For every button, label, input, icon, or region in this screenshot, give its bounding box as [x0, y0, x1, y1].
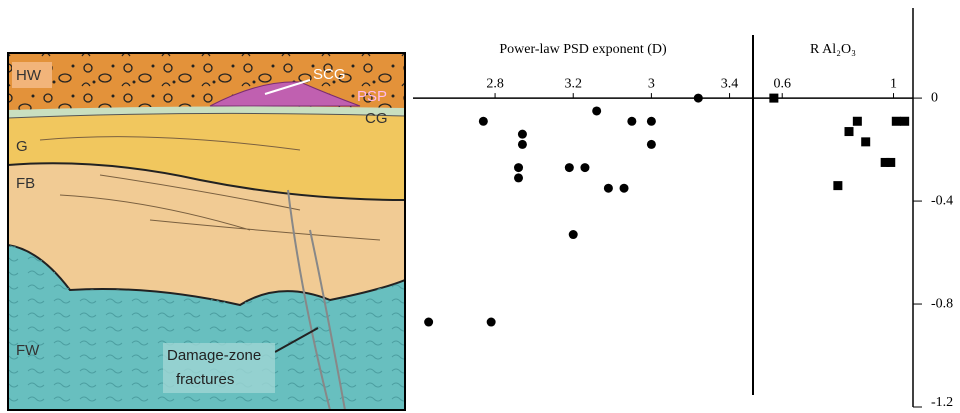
point: [568, 230, 578, 240]
label: HW: [16, 67, 42, 84]
plots: Power-law PSD exponent (D) 2.8 3.2 3 3.4 R Al…: [413, 8, 953, 410]
point: [880, 157, 890, 167]
point: [861, 137, 871, 147]
point: [833, 181, 843, 191]
point: [769, 93, 779, 103]
label: fractures: [176, 371, 234, 388]
label: SCG: [313, 66, 346, 83]
point: [514, 173, 524, 183]
point: [603, 183, 613, 193]
x-axis-label: Power-law PSD exponent (D): [499, 42, 667, 57]
label: Damage-zone: [167, 347, 261, 364]
label-box: [12, 62, 52, 88]
point: [886, 157, 896, 167]
label-box: [163, 343, 275, 393]
point: [592, 106, 602, 116]
point: [517, 139, 527, 149]
point: [852, 116, 862, 126]
point: [514, 163, 524, 173]
y-tick-label: 0: [931, 90, 938, 105]
point: [646, 116, 656, 126]
x-tick-label: 0.6: [773, 76, 791, 91]
point: [844, 127, 854, 137]
arrow: [274, 327, 319, 353]
point: [580, 163, 590, 173]
point: [693, 93, 703, 103]
point: [627, 116, 637, 126]
x-tick-label: 2.8: [486, 76, 504, 91]
y-tick-label: -1.2: [931, 395, 953, 410]
label: CG: [365, 110, 388, 127]
point: [619, 183, 629, 193]
x-axis-label: R Al₂O₃: [810, 42, 856, 57]
x-tick-label: 3: [648, 76, 655, 91]
arrow: [264, 79, 311, 95]
psp-lens: [209, 81, 361, 107]
x-tick-label: 1: [890, 76, 897, 91]
cross-section: HW SCG PSP CG G FB FW Damage-zone fractu…: [8, 53, 405, 410]
x-tick-label: 3.4: [721, 76, 739, 91]
label: G: [16, 138, 28, 155]
frame: [7, 52, 406, 411]
fractures: [287, 189, 346, 410]
point: [486, 317, 496, 327]
fw-texture: [8, 245, 405, 410]
y-tick-label: -0.4: [931, 193, 953, 208]
point: [564, 163, 574, 173]
label: PSP: [357, 88, 387, 105]
point: [900, 116, 910, 126]
label: FW: [16, 342, 40, 359]
y-tick-label: -0.8: [931, 296, 953, 311]
point: [424, 317, 434, 327]
point: [891, 116, 901, 126]
point: [478, 116, 488, 126]
x-tick-label: 3.2: [564, 76, 582, 91]
point: [517, 129, 527, 139]
foliation: [39, 136, 381, 241]
point: [646, 139, 656, 149]
label: FB: [16, 175, 35, 192]
